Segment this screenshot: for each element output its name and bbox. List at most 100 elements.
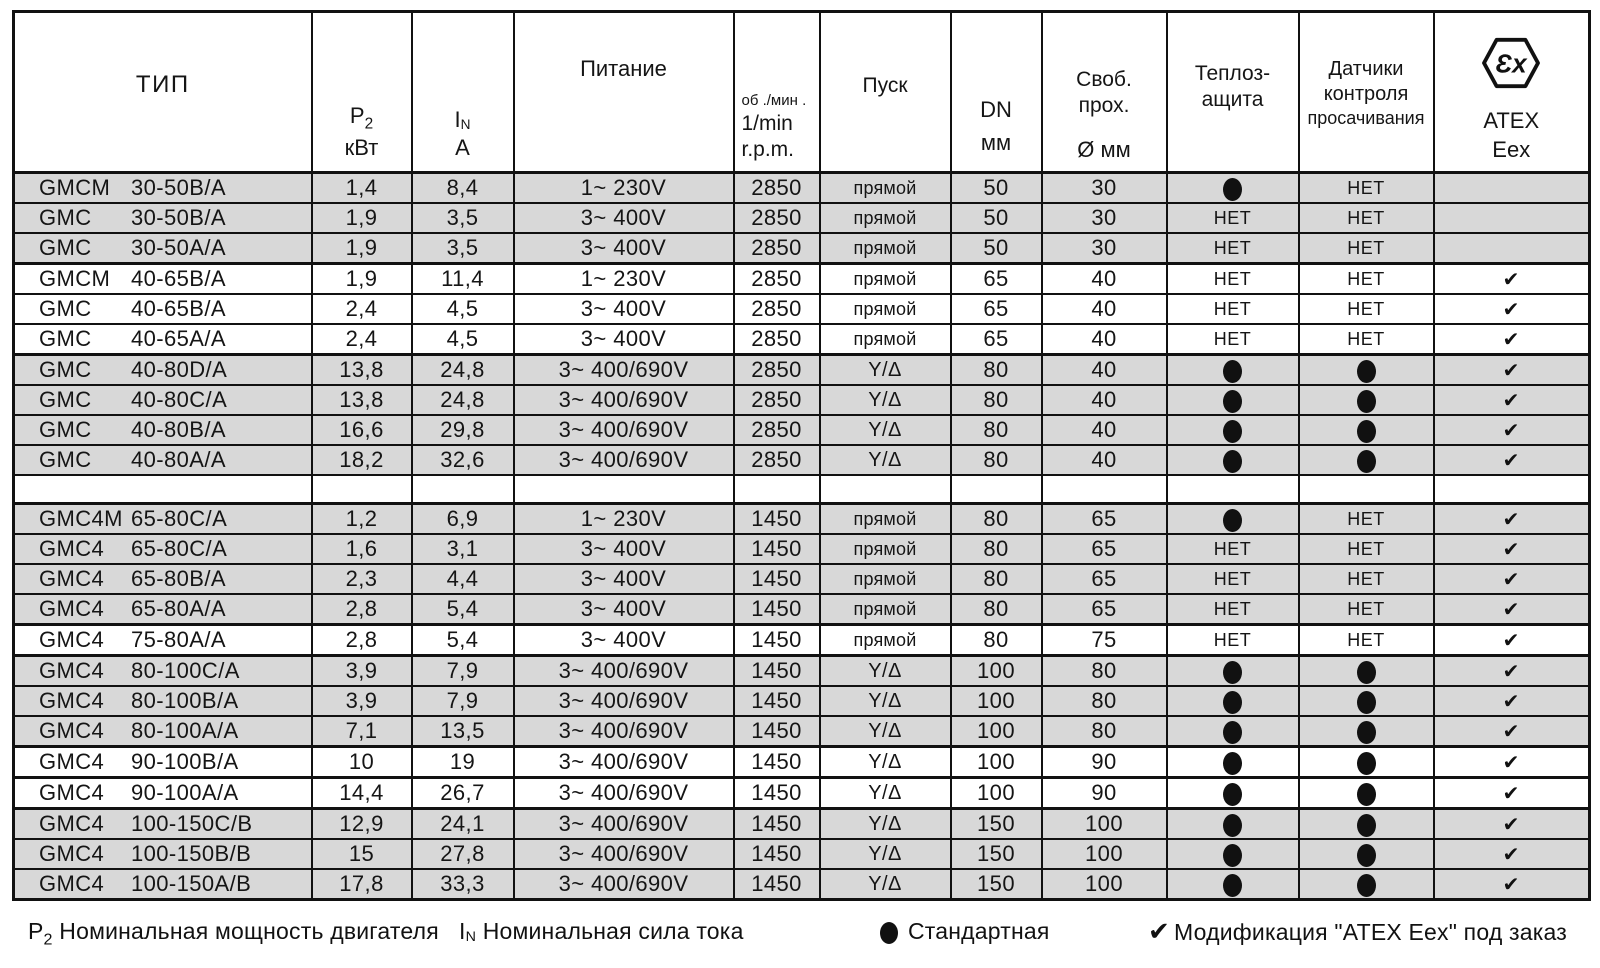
cell-type — [12, 474, 313, 505]
legend-in: IN Номинальная сила тока — [459, 918, 744, 945]
standard-dot-icon — [1223, 449, 1242, 473]
atex-check-icon: ✔ — [1148, 916, 1170, 946]
table-row: GMC 30-50B/A 1,9 3,5 3~ 400V 2850 прямой 50 30 НЕ… — [12, 202, 1591, 234]
table-row: GMC 30-50A/A 1,9 3,5 3~ 400V 2850 прямой 50 30 НЕ… — [12, 232, 1591, 265]
model-size: 40-80B/A — [131, 417, 226, 442]
col-header-in: IN A — [410, 10, 515, 174]
cell-p2: 13,8 — [310, 384, 413, 416]
standard-dot-icon — [1356, 782, 1376, 806]
table-row: GMC4 65-80A/A 2,8 5,4 3~ 400V 1450 прямой 80 65 Н… — [12, 593, 1591, 626]
cell-sensors: НЕТ — [1297, 563, 1435, 595]
cell-type: GMC4 100-150A/B — [12, 868, 313, 901]
cell-atex: ✔ — [1432, 593, 1591, 626]
cell-sensors — [1297, 715, 1435, 748]
cell-atex: ✔ — [1432, 444, 1591, 476]
cell-atex: ✔ — [1432, 868, 1591, 901]
cell-rpm: 1450 — [732, 623, 821, 657]
cell-dn: 80 — [949, 444, 1043, 476]
table-header: ТИП P2 кВт IN A Питание — [12, 10, 1591, 174]
cell-thermal — [1165, 474, 1300, 505]
col-header-free-passage: Своб. прох. Ø мм — [1040, 10, 1168, 174]
col-header-thermal: Теплоз- ащита — [1165, 10, 1300, 174]
standard-dot-icon — [1356, 690, 1376, 714]
atex-check-icon: ✔ — [1502, 783, 1520, 805]
cell-type: GMC4 90-100A/A — [12, 776, 313, 810]
col-label-in-unit: A — [455, 134, 470, 160]
standard-dot-icon — [1356, 843, 1376, 867]
cell-thermal: НЕТ — [1165, 563, 1300, 595]
cell-atex: ✔ — [1432, 533, 1591, 565]
cell-sensors: НЕТ — [1297, 502, 1435, 535]
cell-atex: ✔ — [1432, 715, 1591, 748]
model-size: 40-65A/A — [131, 326, 226, 351]
cell-p2: 3,9 — [310, 654, 413, 687]
col-label-dn: DN — [980, 97, 1012, 122]
cell-sensors — [1297, 353, 1435, 386]
table-body: GMCM 30-50B/A 1,4 8,4 1~ 230V 2850 прямой 50 30 Н… — [12, 171, 1591, 901]
cell-sensors: НЕТ — [1297, 623, 1435, 657]
cell-dn: 100 — [949, 685, 1043, 717]
cell-power: 3~ 400V — [512, 623, 735, 657]
cell-thermal: НЕТ — [1165, 533, 1300, 565]
cell-dn: 80 — [949, 533, 1043, 565]
cell-thermal — [1165, 868, 1300, 901]
cell-sensors: НЕТ — [1297, 171, 1435, 204]
cell-dn: 50 — [949, 202, 1043, 234]
col-label-rpm-en2: r.p.m. — [741, 137, 795, 161]
cell-thermal — [1165, 654, 1300, 687]
cell-p2: 10 — [310, 745, 413, 779]
standard-dot-icon — [1356, 449, 1376, 473]
cell-type: GMC4 90-100B/A — [12, 745, 313, 779]
model-size: 65-80B/A — [131, 566, 226, 591]
cell-type: GMC 40-80B/A — [12, 414, 313, 446]
cell-atex: ✔ — [1432, 654, 1591, 687]
model-size: 40-80D/A — [131, 357, 228, 382]
cell-sensors — [1297, 444, 1435, 476]
cell-power: 3~ 400/690V — [512, 414, 735, 446]
cell-type: GMCM 30-50B/A — [12, 171, 313, 204]
model-series: GMCM — [39, 175, 111, 200]
col-label-atex2: Eex — [1492, 137, 1531, 163]
pump-spec-table: ТИП P2 кВт IN A Питание — [12, 10, 1591, 901]
standard-dot-icon — [1223, 419, 1242, 443]
model-series: GMC4 — [39, 811, 105, 836]
cell-dn: 100 — [949, 745, 1043, 779]
standard-dot-icon — [1223, 813, 1242, 837]
cell-start: прямой — [818, 323, 952, 356]
atex-check-icon: ✔ — [1502, 599, 1520, 621]
cell-rpm: 1450 — [732, 807, 821, 840]
table-row: GMC 40-80B/A 16,6 29,8 3~ 400/690V 2850 Y/Δ 80 4… — [12, 414, 1591, 446]
cell-in: 26,7 — [410, 776, 515, 810]
cell-free: 40 — [1040, 262, 1168, 295]
cell-sensors — [1297, 685, 1435, 717]
cell-type: GMC4 65-80B/A — [12, 563, 313, 595]
table-row: GMC4 80-100B/A 3,9 7,9 3~ 400/690V 1450 Y/Δ 100… — [12, 685, 1591, 717]
cell-sensors — [1297, 745, 1435, 779]
atex-check-icon: ✔ — [1502, 569, 1520, 591]
atex-check-icon: ✔ — [1502, 844, 1520, 866]
cell-thermal: НЕТ — [1165, 593, 1300, 626]
col-label-p2-unit: кВт — [344, 134, 379, 160]
atex-check-icon: ✔ — [1502, 450, 1520, 472]
cell-sensors: НЕТ — [1297, 202, 1435, 234]
cell-start: прямой — [818, 171, 952, 204]
standard-dot-icon — [1223, 843, 1242, 867]
cell-in: 27,8 — [410, 838, 515, 870]
ex-hexagon-icon: Ɛx — [1482, 37, 1541, 88]
col-label-thermal1: Теплоз- — [1194, 62, 1271, 85]
cell-p2: 14,4 — [310, 776, 413, 810]
standard-dot-icon — [1356, 873, 1376, 897]
cell-p2: 1,9 — [310, 232, 413, 265]
table-row: GMC4 80-100A/A 7,1 13,5 3~ 400/690V 1450 Y/Δ 10… — [12, 715, 1591, 748]
atex-check-icon: ✔ — [1502, 874, 1520, 896]
cell-thermal: НЕТ — [1165, 202, 1300, 234]
cell-free: 65 — [1040, 563, 1168, 595]
cell-dn: 65 — [949, 262, 1043, 295]
standard-dot-icon — [1356, 359, 1376, 383]
atex-check-icon: ✔ — [1502, 360, 1520, 382]
table-row: GMCM 40-65B/A 1,9 11,4 1~ 230V 2850 прямой 65 40… — [12, 262, 1591, 295]
cell-type: GMC4 65-80A/A — [12, 593, 313, 626]
cell-free: 30 — [1040, 171, 1168, 204]
standard-dot-icon — [1223, 751, 1242, 775]
cell-in: 3,5 — [410, 232, 515, 265]
